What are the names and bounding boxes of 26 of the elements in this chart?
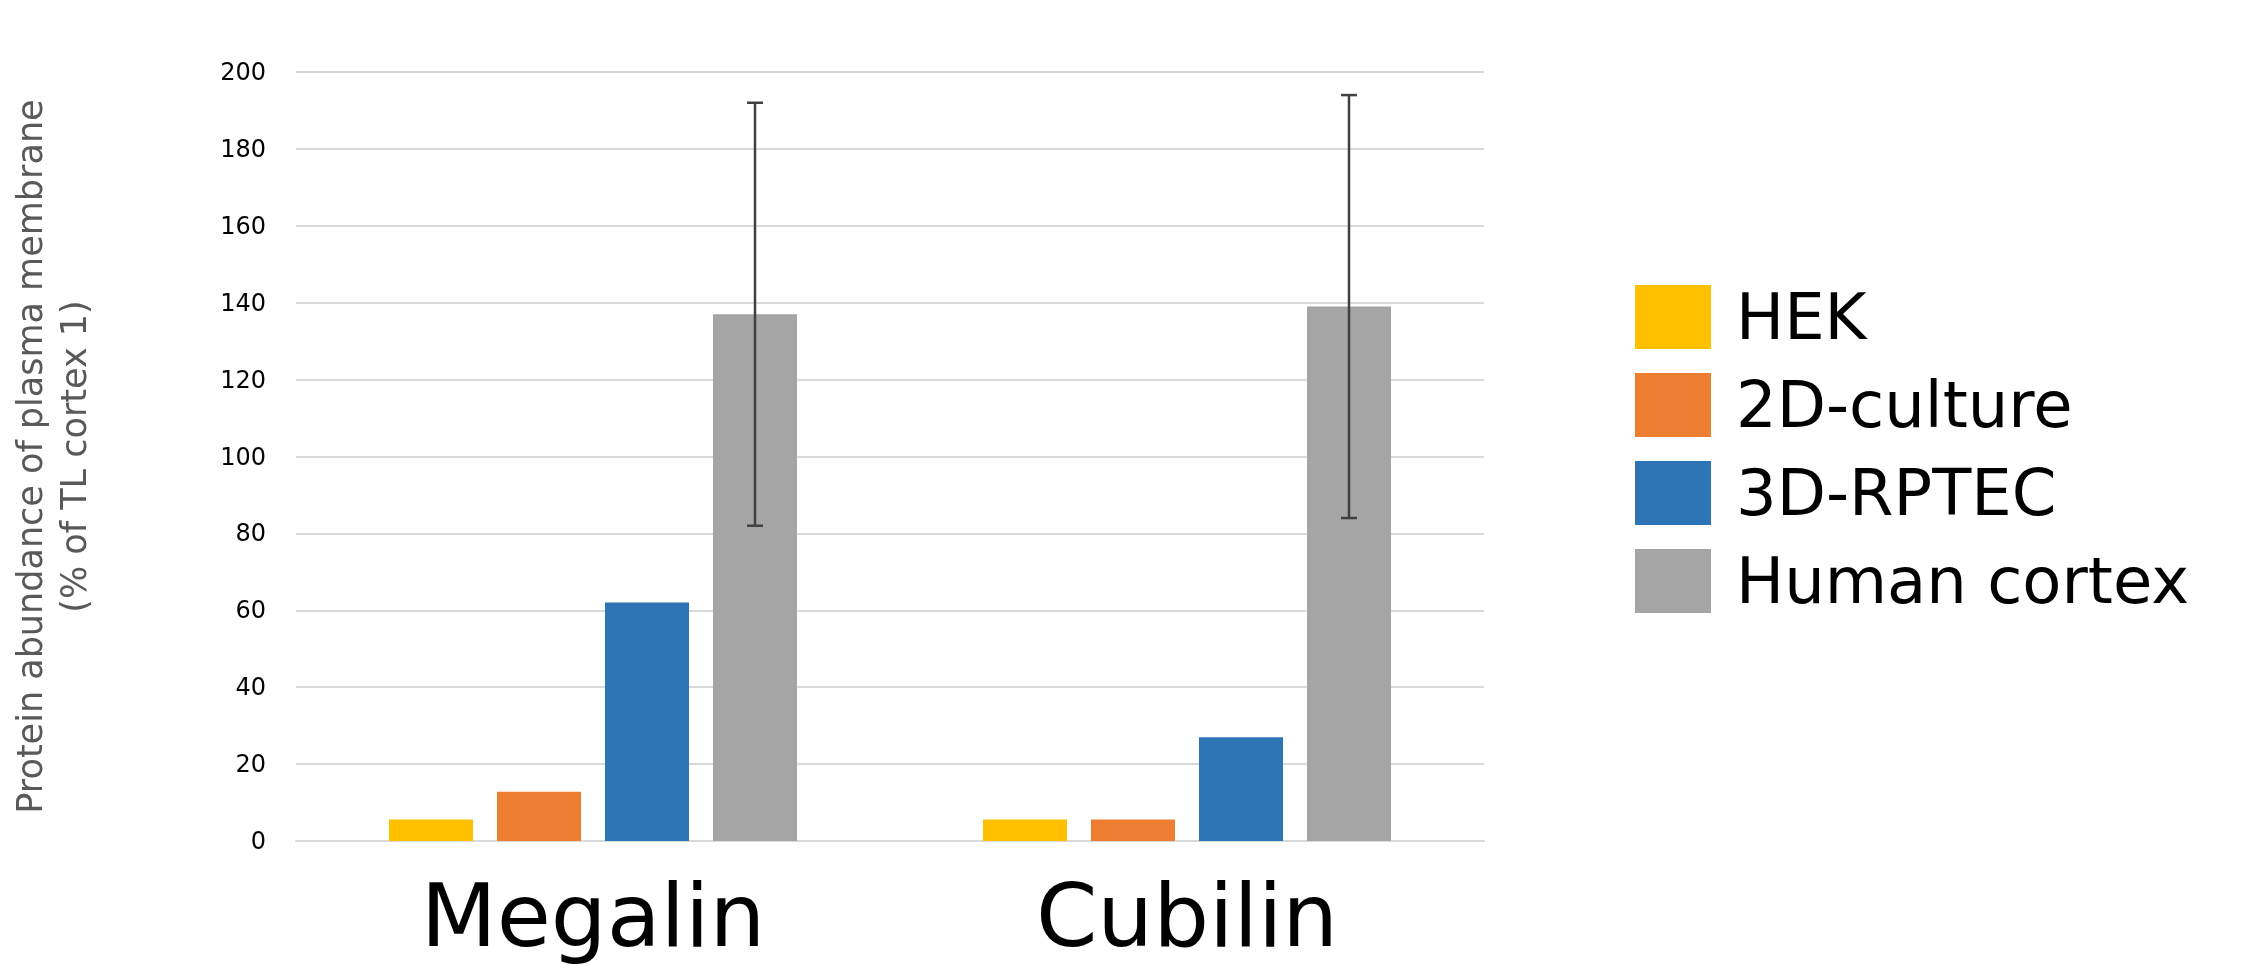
y-tick-label: 60 [235, 596, 266, 625]
x-tick-label: Megalin [420, 863, 766, 967]
y-tick-label: 100 [220, 442, 266, 471]
y-tick-label: 200 [220, 58, 266, 86]
legend-label: 3D-RPTEC [1736, 456, 2057, 530]
bar [1199, 737, 1283, 841]
y-tick-label: 160 [220, 211, 266, 240]
y-tick-label: 120 [220, 365, 266, 394]
y-axis-title: Protein abundance of plasma membrane (% of TL cortex 1) [10, 99, 94, 814]
bar [389, 819, 473, 841]
y-tick-label: 140 [220, 288, 266, 317]
y-tick-label: 180 [220, 134, 266, 163]
y-tick-label: 80 [235, 519, 266, 548]
bar [605, 602, 689, 841]
bar [983, 819, 1067, 841]
y-tick-label: 0 [250, 827, 266, 855]
bar [1307, 306, 1391, 841]
legend-label: 2D-culture [1736, 368, 2073, 442]
x-tick-label: Cubilin [1035, 863, 1339, 967]
legend-label: HEK [1736, 280, 1869, 354]
bar [1091, 819, 1175, 841]
legend-label: Human cortex [1736, 544, 2190, 618]
bar [497, 791, 581, 841]
y-tick-label: 20 [235, 750, 266, 779]
y-tick-label: 40 [235, 673, 266, 702]
bar [713, 314, 797, 841]
